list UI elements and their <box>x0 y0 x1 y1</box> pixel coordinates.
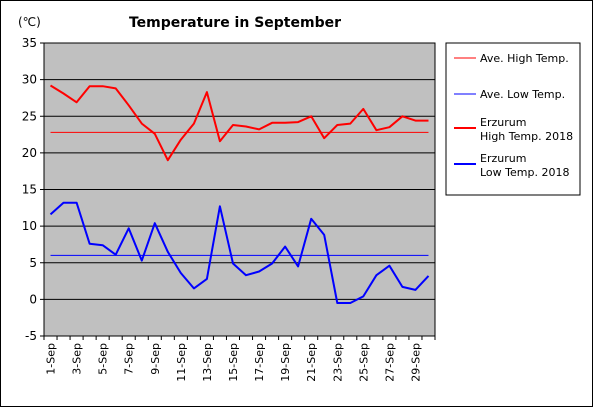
y-tick-label: 25 <box>22 109 37 123</box>
x-tick-label: 25-Sep <box>357 343 370 382</box>
y-tick-label: 35 <box>22 36 37 50</box>
chart-title: Temperature in September <box>129 15 341 31</box>
x-tick-label: 21-Sep <box>305 343 318 382</box>
x-tick-label: 1-Sep <box>45 343 58 375</box>
x-tick-label: 17-Sep <box>253 343 266 382</box>
series-lines <box>49 84 430 304</box>
legend-label: Ave. Low Temp. <box>480 88 565 101</box>
y-unit-label: (℃) <box>18 15 41 29</box>
x-tick-label: 7-Sep <box>123 343 136 375</box>
series-line-2018 <box>49 84 429 162</box>
legend-label: Erzurum <box>480 116 526 129</box>
y-tick-label: -5 <box>25 329 37 343</box>
y-tick-label: 30 <box>22 73 37 87</box>
x-tick-label: 15-Sep <box>227 343 240 382</box>
legend-label: Low Temp. 2018 <box>480 166 569 179</box>
x-tick-label: 29-Sep <box>409 343 422 382</box>
x-tick-label: 5-Sep <box>97 343 110 375</box>
legend-box <box>445 42 581 196</box>
legend-label: Ave. High Temp. <box>480 52 569 65</box>
y-tick-label: 10 <box>22 219 37 233</box>
legend-label: Erzurum <box>480 152 526 165</box>
y-tick-label: 0 <box>29 292 37 306</box>
y-tick-label: 20 <box>22 146 37 160</box>
y-axis: -5 0 5 10 15 20 25 30 35 <box>22 36 44 343</box>
legend-label: High Temp. 2018 <box>480 130 573 143</box>
x-tick-label: 9-Sep <box>149 343 162 375</box>
series-line-2018 <box>49 201 430 304</box>
grid-lines <box>44 79 435 300</box>
x-tick-label: 19-Sep <box>279 343 292 382</box>
y-tick-label: 5 <box>29 256 37 270</box>
x-tick-label: 13-Sep <box>201 343 214 382</box>
y-tick-label: 15 <box>22 183 37 197</box>
x-tick-label: 11-Sep <box>175 343 188 382</box>
x-tick-label: 27-Sep <box>383 343 396 382</box>
x-axis: 1-Sep 3-Sep 5-Sep 7-Sep 9-Sep 11-Sep 13-Sep 15-… <box>43 336 436 382</box>
x-tick-label: 3-Sep <box>71 343 84 375</box>
legend: Ave. High Temp.Ave. Low Temp.ErzurumHigh… <box>454 52 573 179</box>
x-tick-label: 23-Sep <box>331 343 344 382</box>
